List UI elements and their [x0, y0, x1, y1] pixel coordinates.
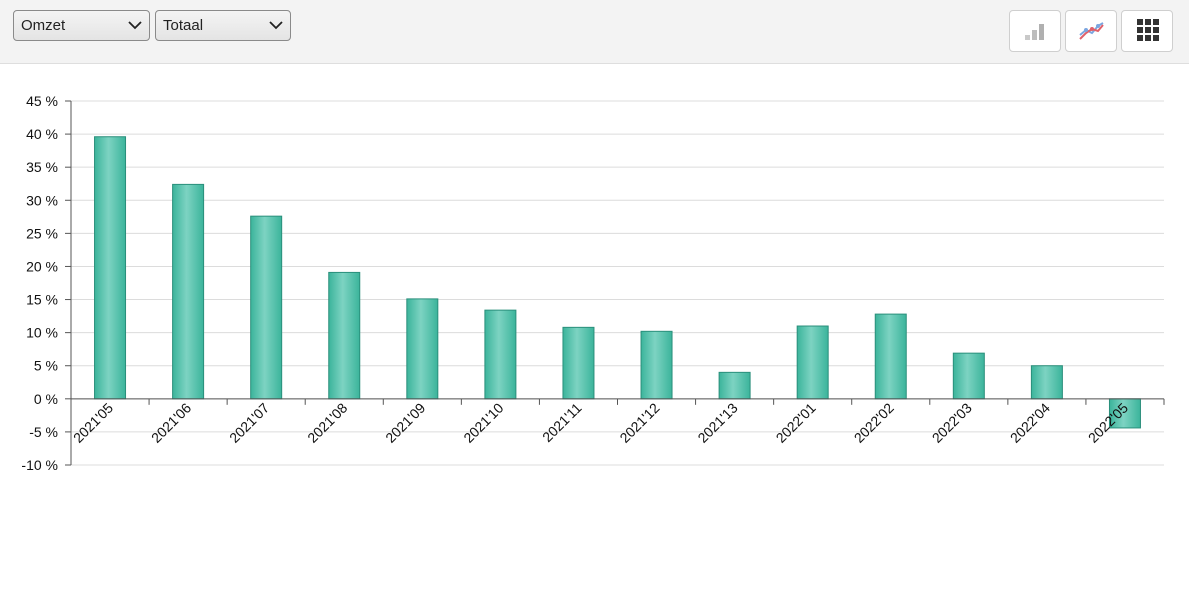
x-tick-label: 2021'05 — [70, 399, 116, 445]
chart-area: 45 % 40 % 35 % 30 % 25 % 20 % 15 % 10 % 5 % 0 % -5… — [0, 64, 1189, 594]
scope-select[interactable]: Totaal — [155, 10, 291, 41]
bar-chart: 45 % 40 % 35 % 30 % 25 % 20 % 15 % 10 % 5 % 0 % -5… — [21, 93, 1165, 473]
bar-2022'01[interactable] — [796, 325, 829, 400]
line-chart-icon — [1079, 22, 1104, 40]
line-chart-button[interactable] — [1065, 10, 1117, 52]
bar-2021'12[interactable] — [640, 330, 673, 400]
bar-2022'03[interactable] — [952, 352, 985, 400]
bar-chart-icon — [1025, 24, 1044, 40]
bar-2022'04[interactable] — [1030, 365, 1063, 400]
y-tick-label: 45 % — [26, 93, 58, 109]
y-tick-label: 30 % — [26, 192, 58, 208]
x-tick-label: 2021'07 — [226, 399, 272, 445]
y-tick-label: 10 % — [26, 325, 58, 341]
bar-2022'02[interactable] — [874, 313, 907, 400]
x-tick-label: 2021'11 — [539, 399, 585, 445]
x-tick-label: 2021'08 — [304, 399, 350, 445]
chevron-down-icon — [128, 21, 142, 30]
y-tick-label: -5 % — [29, 424, 58, 440]
bar-2021'10[interactable] — [484, 309, 517, 400]
y-tick-label: 25 % — [26, 225, 58, 241]
y-tick-label: 5 % — [34, 358, 58, 374]
bar-2021'07[interactable] — [250, 215, 283, 400]
bar-2021'08[interactable] — [328, 271, 361, 400]
bar-2021'05[interactable] — [94, 136, 127, 400]
bar-chart-button[interactable] — [1009, 10, 1061, 52]
y-tick-label: 35 % — [26, 159, 58, 175]
scope-select-value: Totaal — [163, 17, 204, 34]
x-tick-label: 2021'12 — [616, 399, 662, 445]
grid-icon — [1137, 19, 1159, 41]
y-tick-label: 20 % — [26, 258, 58, 274]
x-tick-label: 2021'13 — [694, 399, 740, 445]
x-tick-label: 2021'09 — [382, 399, 428, 445]
x-tick-label: 2022'03 — [929, 399, 975, 445]
table-view-button[interactable] — [1121, 10, 1173, 52]
y-tick-label: -10 % — [21, 457, 58, 473]
x-tick-label: 2022'02 — [851, 399, 897, 445]
x-tick-label: 2021'06 — [148, 399, 194, 445]
bar-2021'11[interactable] — [562, 326, 595, 400]
metric-select-value: Omzet — [21, 17, 66, 34]
chevron-down-icon — [269, 21, 283, 30]
bar-2021'13[interactable] — [718, 371, 751, 400]
y-tick-label: 0 % — [34, 391, 58, 407]
y-tick-label: 40 % — [26, 126, 58, 142]
toolbar: Omzet Totaal — [0, 0, 1189, 64]
x-tick-label: 2022'04 — [1007, 399, 1053, 445]
bar-2021'06[interactable] — [172, 183, 205, 400]
x-tick-label: 2021'10 — [460, 399, 506, 445]
y-tick-label: 15 % — [26, 292, 58, 308]
x-tick-label: 2022'01 — [773, 399, 819, 445]
metric-select[interactable]: Omzet — [13, 10, 150, 41]
bar-2022'05[interactable] — [1108, 398, 1141, 429]
bar-2021'09[interactable] — [406, 298, 439, 400]
